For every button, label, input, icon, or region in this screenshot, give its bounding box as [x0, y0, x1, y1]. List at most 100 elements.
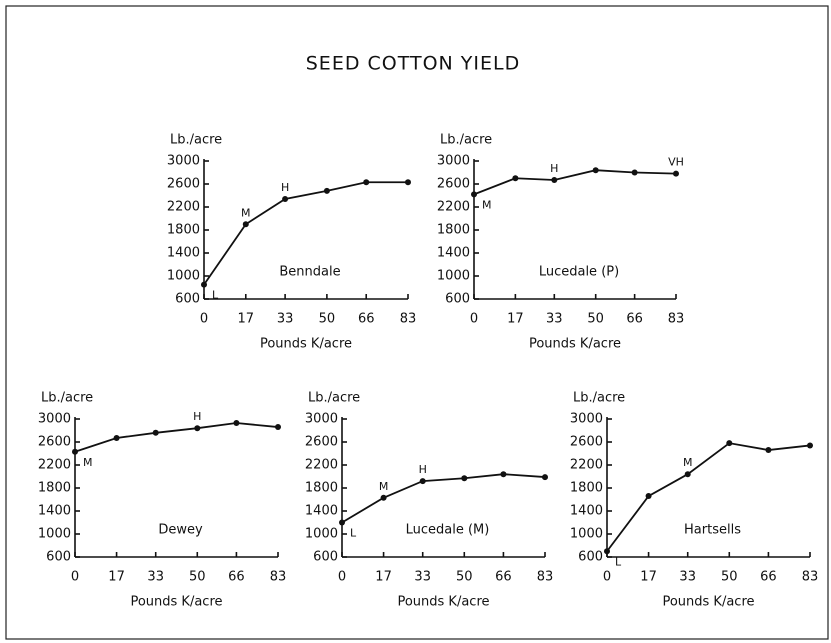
- x-tick-label: 50: [721, 570, 738, 585]
- x-tick-label: 66: [626, 312, 643, 327]
- y-tick-label: 1000: [167, 269, 200, 284]
- series-name: Lucedale (P): [539, 265, 619, 280]
- y-axis-label: Lb./acre: [170, 133, 222, 148]
- y-tick-label: 1400: [570, 504, 603, 519]
- point-annotation: M: [683, 456, 693, 469]
- data-point: [339, 519, 345, 526]
- data-point: [72, 448, 78, 455]
- y-tick-label: 1800: [305, 481, 338, 496]
- point-annotation: H: [419, 463, 427, 476]
- series-name: Lucedale (M): [406, 523, 490, 538]
- series-line: [203, 181, 408, 286]
- y-tick-label: 1800: [38, 481, 71, 496]
- y-tick-label: 2600: [570, 435, 603, 450]
- y-tick-label: 1400: [305, 504, 338, 519]
- x-tick-label: 33: [546, 312, 563, 327]
- point-annotation: H: [193, 410, 201, 423]
- x-tick-label: 33: [147, 570, 164, 585]
- data-point: [807, 442, 813, 449]
- y-tick-label: 1400: [38, 504, 71, 519]
- data-point: [380, 494, 387, 501]
- x-tick-label: 66: [760, 570, 777, 585]
- data-point: [419, 478, 426, 485]
- x-tick-label: 83: [400, 312, 417, 327]
- point-annotation: L: [350, 527, 357, 540]
- data-point: [765, 447, 772, 454]
- data-point: [726, 440, 733, 447]
- data-point: [673, 170, 679, 177]
- data-point: [512, 175, 519, 182]
- y-tick-label: 2600: [305, 435, 338, 450]
- y-tick-label: 3000: [38, 412, 71, 427]
- point-annotation: L: [615, 555, 622, 568]
- data-point: [201, 281, 207, 288]
- data-point: [631, 169, 638, 176]
- y-tick-label: 2600: [167, 177, 200, 192]
- y-tick-label: 3000: [437, 154, 470, 169]
- series-name: Benndale: [279, 265, 340, 280]
- y-tick-label: 1800: [167, 223, 200, 238]
- x-tick-label: 50: [189, 570, 206, 585]
- x-tick-label: 17: [108, 570, 125, 585]
- y-tick-label: 600: [46, 550, 71, 565]
- y-tick-label: 1000: [570, 527, 603, 542]
- point-annotation: M: [482, 198, 492, 211]
- page-title: SEED COTTON YIELD: [306, 53, 520, 75]
- y-tick-label: 600: [445, 292, 470, 307]
- point-annotation: VH: [668, 156, 684, 169]
- x-tick-label: 83: [668, 312, 685, 327]
- data-point: [233, 420, 240, 427]
- x-axis-label: Pounds K/acre: [529, 337, 621, 352]
- y-tick-label: 2200: [305, 458, 338, 473]
- data-point: [645, 493, 652, 500]
- x-tick-label: 83: [270, 570, 287, 585]
- y-tick-label: 1000: [38, 527, 71, 542]
- y-tick-label: 3000: [305, 412, 338, 427]
- series-name: Dewey: [158, 523, 203, 538]
- y-tick-label: 3000: [167, 154, 200, 169]
- x-tick-label: 50: [319, 312, 336, 327]
- x-tick-label: 66: [228, 570, 245, 585]
- x-tick-label: 17: [640, 570, 657, 585]
- x-tick-label: 0: [71, 570, 79, 585]
- data-point: [275, 424, 281, 431]
- x-tick-label: 17: [507, 312, 524, 327]
- data-point: [604, 548, 610, 555]
- y-tick-label: 1400: [437, 246, 470, 261]
- x-tick-label: 0: [338, 570, 346, 585]
- x-tick-label: 33: [679, 570, 696, 585]
- y-tick-label: 2200: [570, 458, 603, 473]
- y-tick-label: 600: [578, 550, 603, 565]
- data-point: [500, 471, 507, 478]
- y-tick-label: 2600: [437, 177, 470, 192]
- data-point: [592, 167, 599, 174]
- x-axis-label: Pounds K/acre: [260, 337, 352, 352]
- y-axis-label: Lb./acre: [308, 391, 360, 406]
- point-annotation: H: [281, 181, 289, 194]
- x-tick-label: 0: [200, 312, 208, 327]
- x-tick-label: 17: [238, 312, 255, 327]
- y-tick-label: 600: [175, 292, 200, 307]
- point-annotation: H: [550, 162, 558, 175]
- data-point: [684, 471, 691, 478]
- x-tick-label: 83: [802, 570, 819, 585]
- data-point: [405, 179, 411, 186]
- y-tick-label: 2200: [167, 200, 200, 215]
- x-tick-label: 83: [537, 570, 554, 585]
- x-tick-label: 66: [358, 312, 375, 327]
- frame: [5, 5, 829, 640]
- point-annotation: M: [379, 480, 389, 493]
- x-tick-label: 50: [587, 312, 604, 327]
- series-line: [606, 442, 811, 552]
- point-annotation: M: [241, 206, 251, 219]
- data-point: [282, 195, 289, 202]
- x-axis-label: Pounds K/acre: [397, 595, 489, 610]
- y-axis-label: Lb./acre: [41, 391, 93, 406]
- data-point: [471, 191, 477, 198]
- x-axis-label: Pounds K/acre: [662, 595, 754, 610]
- y-tick-label: 1800: [570, 481, 603, 496]
- x-axis-label: Pounds K/acre: [130, 595, 222, 610]
- x-tick-label: 0: [603, 570, 611, 585]
- data-point: [363, 179, 370, 186]
